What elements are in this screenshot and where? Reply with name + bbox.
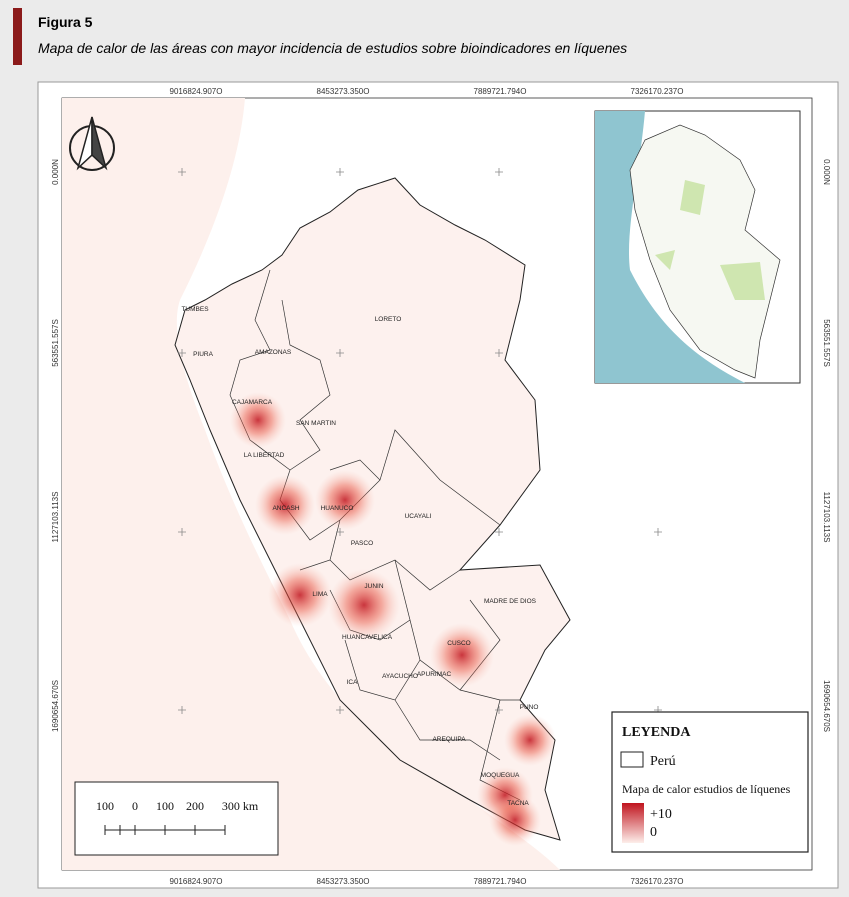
region-label: ICA — [347, 679, 359, 686]
heat-spot — [430, 623, 494, 687]
region-label: HUANUCO — [321, 505, 354, 512]
x-coord-top: 7889721.794O — [474, 87, 527, 96]
region-label: PIURA — [193, 351, 214, 358]
region-label: JUNIN — [364, 583, 383, 590]
region-label: PASCO — [351, 540, 373, 547]
region-label: CUSCO — [447, 640, 470, 647]
legend-max: +10 — [650, 807, 672, 822]
y-coord-left: 1127103.113S — [51, 492, 60, 543]
region-label: MOQUEGUA — [481, 772, 520, 779]
header-bar — [13, 8, 22, 65]
region-label: MADRE DE DIOS — [484, 598, 537, 605]
legend-heat-title: Mapa de calor estudios de líquenes — [622, 782, 791, 796]
region-label: APURIMAC — [417, 671, 452, 678]
figure-caption: Mapa de calor de las áreas con mayor inc… — [38, 40, 627, 56]
heat-layer — [230, 392, 556, 846]
y-coord-left: 0.000N — [51, 159, 60, 185]
grid-cross — [178, 706, 186, 714]
region-label: TUMBES — [181, 306, 209, 313]
region-label: LIMA — [312, 591, 328, 598]
scale-label: 0 — [132, 799, 138, 813]
region-label: AREQUIPA — [432, 736, 466, 743]
grid-cross — [178, 349, 186, 357]
grid-crosses — [178, 168, 662, 714]
grid-cross — [336, 349, 344, 357]
grid-cross — [495, 706, 503, 714]
legend: LEYENDA Perú Mapa de calor estudios de l… — [611, 711, 809, 853]
grid-cross — [654, 528, 662, 536]
grid-cross — [178, 168, 186, 176]
heat-spot — [230, 392, 286, 448]
grid-cross — [336, 528, 344, 536]
y-coord-right: 1127103.113S — [822, 492, 831, 543]
scale-label: 200 — [186, 799, 204, 813]
ocean-heat-tint — [62, 98, 560, 870]
legend-item: Perú — [650, 754, 676, 769]
north-arrow — [69, 116, 115, 171]
scale-label: 300 km — [222, 799, 259, 813]
x-coord-bottom: 9016824.907O — [170, 877, 223, 886]
region-label: TACNA — [507, 800, 529, 807]
legend-gradient — [622, 803, 644, 843]
x-coord-bottom: 7326170.237O — [631, 877, 684, 886]
region-label: UCAYALI — [405, 513, 432, 520]
region-label: LA LIBERTAD — [244, 452, 285, 459]
grid-cross — [336, 168, 344, 176]
heat-spot — [255, 475, 315, 535]
x-coord-bottom: 8453273.350O — [317, 877, 370, 886]
heat-spot — [315, 470, 375, 530]
region-label: AMAZONAS — [255, 349, 292, 356]
x-coord-top: 7326170.237O — [631, 87, 684, 96]
heat-spot — [268, 563, 332, 627]
legend-min: 0 — [650, 825, 657, 840]
region-label: LORETO — [375, 316, 402, 323]
y-coord-left: 1690654.670S — [51, 680, 60, 732]
grid-cross — [336, 706, 344, 714]
inset-map — [594, 110, 801, 384]
grid-cross — [495, 349, 503, 357]
legend-swatch — [620, 751, 644, 768]
region-label: AYACUCHO — [382, 673, 418, 680]
heat-spot — [504, 714, 556, 766]
y-coord-left: 563551.557S — [51, 319, 60, 367]
y-coord-right: 1690654.670S — [822, 680, 831, 732]
legend-title: LEYENDA — [622, 725, 691, 740]
grid-cross — [495, 168, 503, 176]
scale-label: 100 — [96, 799, 114, 813]
heat-spot — [328, 569, 400, 641]
region-label: PUNO — [520, 704, 539, 711]
grid-cross — [495, 528, 503, 536]
figure-label: Figura 5 — [38, 14, 93, 30]
x-coord-bottom: 7889721.794O — [474, 877, 527, 886]
grid-cross — [178, 528, 186, 536]
y-coord-right: 0.000N — [822, 159, 831, 185]
region-label: SAN MARTIN — [296, 420, 336, 427]
scale-bar — [74, 781, 279, 856]
region-label: HUANCAVELICA — [342, 634, 393, 641]
scale-label: 100 — [156, 799, 174, 813]
y-coord-right: 563551.557S — [822, 319, 831, 367]
x-coord-top: 9016824.907O — [170, 87, 223, 96]
x-coord-top: 8453273.350O — [317, 87, 370, 96]
region-label: CAJAMARCA — [232, 399, 273, 406]
heat-spot — [489, 794, 541, 846]
region-label: ANCASH — [272, 505, 299, 512]
